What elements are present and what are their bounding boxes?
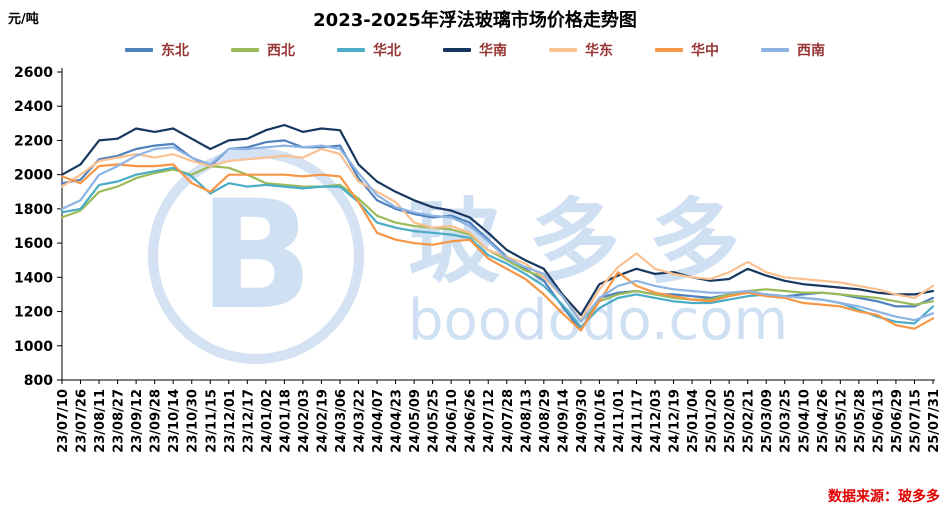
x-tick-label: 24/10/16: [593, 389, 608, 453]
x-tick-label: 23/09/28: [149, 389, 164, 453]
x-tick-label: 23/07/10: [56, 389, 71, 453]
x-tick-label: 24/12/19: [668, 389, 683, 453]
series-line-xinan: [60, 144, 935, 323]
data-source-note: 数据来源：玻多多: [828, 489, 940, 505]
x-tick-label: 24/05/25: [427, 389, 442, 453]
x-tick-label: 25/05/12: [834, 389, 849, 453]
y-tick-label: 2400: [14, 99, 53, 115]
y-tick-label: 1600: [14, 236, 53, 252]
series-line-huanan: [60, 123, 935, 317]
x-tick-label: 24/04/23: [390, 389, 405, 453]
legend-swatch-xinan: [761, 48, 789, 52]
x-tick-label: 25/07/15: [908, 389, 923, 453]
x-tick-label: 23/12/01: [223, 389, 238, 453]
y-tick-label: 2000: [14, 168, 53, 184]
series-line-huazhong: [60, 163, 935, 332]
axes: [61, 68, 935, 381]
x-tick-label: 24/08/13: [519, 389, 534, 453]
legend-swatch-huadong: [549, 48, 577, 52]
legend-item-huanan: 华南: [443, 40, 507, 60]
x-tick-label: 24/12/03: [649, 389, 664, 453]
legend-swatch-huazhong: [655, 48, 683, 52]
y-tick-label: 1400: [14, 270, 53, 286]
legend-item-dongbei: 东北: [125, 40, 189, 60]
watermark-logo: B: [148, 148, 364, 364]
x-tick-label: 24/07/28: [501, 389, 516, 453]
x-tick-label: 25/01/04: [686, 389, 701, 453]
y-tick-label: 2600: [14, 65, 53, 81]
x-tick-label: 24/01/02: [260, 389, 275, 453]
x-tick-label: 25/03/09: [760, 389, 775, 453]
legend-label-dongbei: 东北: [161, 43, 189, 59]
legend-swatch-dongbei: [125, 48, 153, 52]
legend: 东北 西北 华北 华南 华东 华中 西南: [0, 40, 950, 60]
x-tick-label: 23/10/30: [186, 389, 201, 453]
x-tick-label: 25/04/26: [816, 389, 831, 453]
x-tick-label: 24/06/10: [445, 389, 460, 453]
x-tick-label: 25/07/31: [927, 389, 942, 453]
x-tick-label: 24/03/06: [334, 389, 349, 453]
legend-swatch-xibei: [231, 48, 259, 52]
x-tick-label: 23/08/11: [93, 389, 108, 453]
y-tick-label: 1200: [14, 305, 53, 321]
y-axis-labels: 800 1000 1200 1400 1600 1800 2000 2200 2400 2600: [14, 65, 62, 389]
x-tick-label: 23/11/15: [204, 389, 219, 453]
x-tick-label: 24/03/22: [353, 389, 368, 453]
x-tick-label: 24/06/26: [464, 389, 479, 453]
legend-item-xinan: 西南: [761, 40, 825, 60]
x-tick-label: 23/12/17: [241, 389, 256, 453]
x-tick-label: 23/10/14: [167, 389, 182, 453]
x-tick-label: 25/01/20: [705, 389, 720, 453]
series-line-huadong: [60, 147, 935, 322]
legend-swatch-huanan: [443, 48, 471, 52]
legend-item-huadong: 华东: [549, 40, 613, 60]
x-tick-label: 25/06/13: [871, 389, 886, 453]
x-tick-label: 23/08/27: [112, 389, 127, 453]
x-tick-label: 23/09/12: [130, 389, 145, 453]
legend-label-huadong: 华东: [585, 43, 613, 59]
legend-label-huanan: 华南: [479, 43, 507, 59]
x-tick-label: 24/08/29: [538, 389, 553, 453]
y-axis-unit-label: 元/吨: [8, 12, 39, 27]
x-tick-label: 25/06/29: [890, 389, 905, 453]
legend-label-huabei: 华北: [373, 43, 401, 59]
legend-label-xinan: 西南: [797, 43, 825, 59]
x-tick-label: 23/07/26: [75, 389, 90, 453]
x-tick-label: 24/02/19: [315, 389, 330, 453]
x-tick-label: 25/02/05: [723, 389, 738, 453]
legend-item-huabei: 华北: [337, 40, 401, 60]
x-tick-label: 25/02/21: [742, 389, 757, 453]
x-tick-label: 24/01/18: [278, 389, 293, 453]
x-tick-label: 24/09/30: [575, 389, 590, 453]
x-tick-label: 24/11/17: [630, 389, 645, 453]
legend-item-huazhong: 华中: [655, 40, 719, 60]
watermark-logo-letter: B: [198, 169, 314, 343]
y-tick-label: 2200: [14, 133, 53, 149]
y-tick-label: 800: [24, 373, 53, 389]
legend-swatch-huabei: [337, 48, 365, 52]
legend-label-xibei: 西北: [267, 43, 295, 59]
y-tick-label: 1000: [14, 339, 53, 355]
x-tick-label: 24/04/07: [371, 389, 386, 453]
x-axis-labels: 23/07/10 23/07/26 23/08/11 23/08/27 23/09/12…: [56, 380, 942, 453]
x-tick-label: 24/11/01: [612, 389, 627, 453]
x-tick-label: 24/02/03: [297, 389, 312, 453]
series-line-xibei: [60, 165, 935, 323]
x-tick-label: 24/09/14: [556, 389, 571, 453]
y-tick-label: 1800: [14, 202, 53, 218]
watermark-brand-text: 玻多多: [408, 189, 769, 296]
legend-label-huazhong: 华中: [691, 43, 719, 59]
x-tick-label: 24/07/12: [482, 389, 497, 453]
x-tick-label: 24/05/09: [408, 389, 423, 453]
x-tick-label: 25/04/10: [797, 389, 812, 453]
legend-item-xibei: 西北: [231, 40, 295, 60]
x-tick-label: 25/03/25: [779, 389, 794, 453]
x-tick-label: 25/05/28: [853, 389, 868, 453]
chart-title: 2023-2025年浮法玻璃市场价格走势图: [313, 10, 637, 31]
